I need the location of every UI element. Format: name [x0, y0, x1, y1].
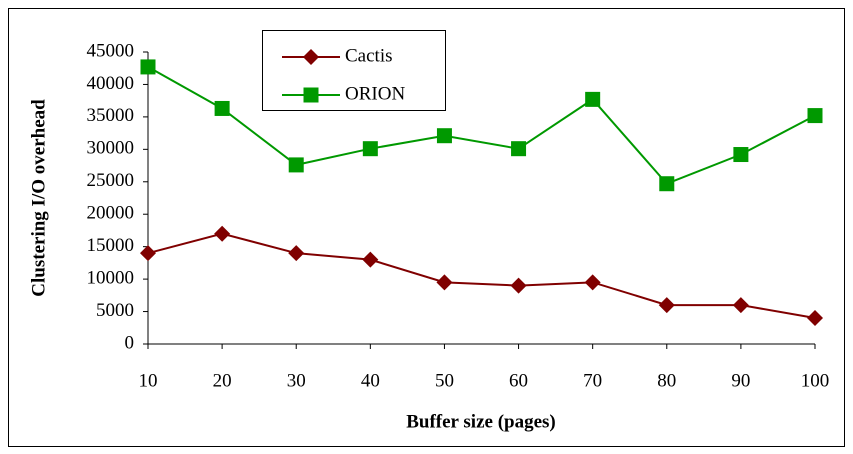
legend-label: ORION [345, 83, 405, 104]
x-tick-label: 30 [287, 370, 306, 391]
y-tick-label: 40000 [87, 73, 135, 94]
x-tick-label: 70 [583, 370, 602, 391]
marker [585, 91, 601, 107]
series-line [147, 66, 816, 185]
marker [214, 100, 230, 116]
marker [584, 274, 601, 291]
marker [362, 251, 379, 268]
x-tick-label: 80 [657, 370, 676, 391]
x-tick-label: 10 [139, 370, 158, 391]
marker [807, 108, 823, 124]
marker [288, 245, 305, 262]
y-tick-label: 25000 [87, 170, 135, 191]
marker [362, 141, 378, 157]
marker [140, 59, 156, 75]
y-axis-title: Clustering I/O overhead [28, 99, 49, 297]
marker [733, 147, 749, 163]
y-tick-label: 5000 [96, 300, 134, 321]
x-tick-label: 100 [801, 370, 830, 391]
marker [732, 297, 749, 314]
marker [658, 297, 675, 314]
legend-box [262, 30, 446, 111]
x-tick-label: 90 [731, 370, 750, 391]
marker [214, 225, 231, 242]
y-tick-label: 15000 [87, 235, 135, 256]
marker [303, 87, 319, 103]
marker [140, 245, 156, 262]
y-tick-label: 30000 [87, 138, 135, 159]
marker [510, 277, 527, 294]
y-tick-label: 35000 [87, 105, 135, 126]
marker [436, 274, 453, 291]
x-tick-label: 50 [435, 370, 454, 391]
x-tick-label: 60 [509, 370, 528, 391]
marker [659, 176, 675, 192]
y-tick-label: 0 [125, 332, 135, 353]
x-tick-label: 20 [213, 370, 232, 391]
series-line [147, 232, 816, 320]
marker [303, 49, 319, 65]
marker [807, 310, 823, 327]
y-tick-label: 10000 [87, 267, 135, 288]
marker [511, 141, 527, 157]
legend-label: Cactis [345, 45, 393, 66]
x-axis-title: Buffer size (pages) [406, 411, 556, 432]
marker [288, 157, 304, 173]
y-tick-label: 20000 [87, 203, 135, 224]
marker [436, 128, 452, 144]
y-tick-label: 45000 [87, 40, 135, 61]
x-tick-label: 40 [361, 370, 380, 391]
